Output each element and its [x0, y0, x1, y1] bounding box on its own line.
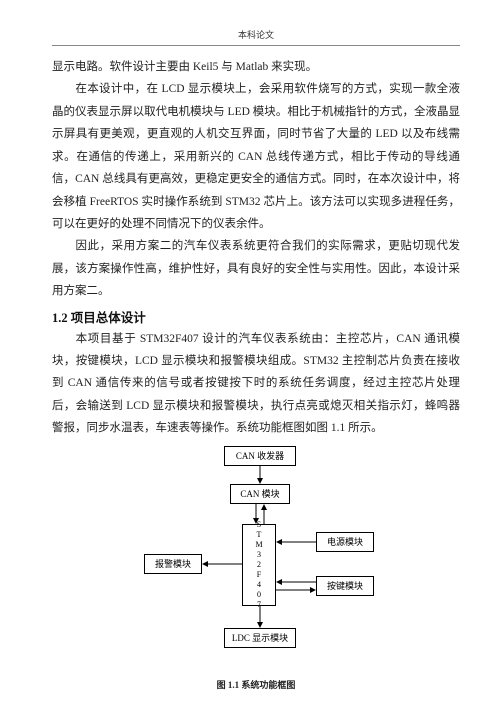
paragraph-4: 本项目基于 STM32F407 设计的汽车仪表系统由：主控芯片，CAN 通讯模块…	[52, 328, 460, 440]
figure-caption: 图 1.1 系统功能框图	[52, 678, 460, 691]
paragraph-3: 因此，采用方案二的汽车仪表系统更符合我们的实际需求，更贴切现代发展，该方案操作性…	[52, 235, 460, 302]
page-header: 本科论文	[52, 28, 460, 46]
paragraph-4-text: 本项目基于 STM32F407 设计的汽车仪表系统由：主控芯片，CAN 通讯模块…	[52, 333, 460, 435]
section-number: 1.2	[52, 311, 68, 325]
system-block-diagram: CAN 收发器 CAN 模块 STM32F407 报警模块 电源模块 按键模块 …	[126, 446, 386, 671]
section-heading: 1.2 项目总体设计	[52, 307, 460, 326]
paragraph-2-text: 在本设计中，在 LCD 显示模块上，会采用软件烧写的方式，实现一款全液晶的仪表显…	[52, 83, 460, 230]
paragraph-2: 在本设计中，在 LCD 显示模块上，会采用软件烧写的方式，实现一款全液晶的仪表显…	[52, 78, 460, 235]
diagram-connectors	[126, 446, 386, 656]
figure-container: CAN 收发器 CAN 模块 STM32F407 报警模块 电源模块 按键模块 …	[52, 446, 460, 691]
paragraph-3-text: 因此，采用方案二的汽车仪表系统更符合我们的实际需求，更贴切现代发展，该方案操作性…	[52, 240, 460, 297]
paragraph-1: 显示电路。软件设计主要由 Keil5 与 Matlab 来实现。	[52, 56, 460, 78]
section-title-text: 项目总体设计	[71, 311, 146, 325]
